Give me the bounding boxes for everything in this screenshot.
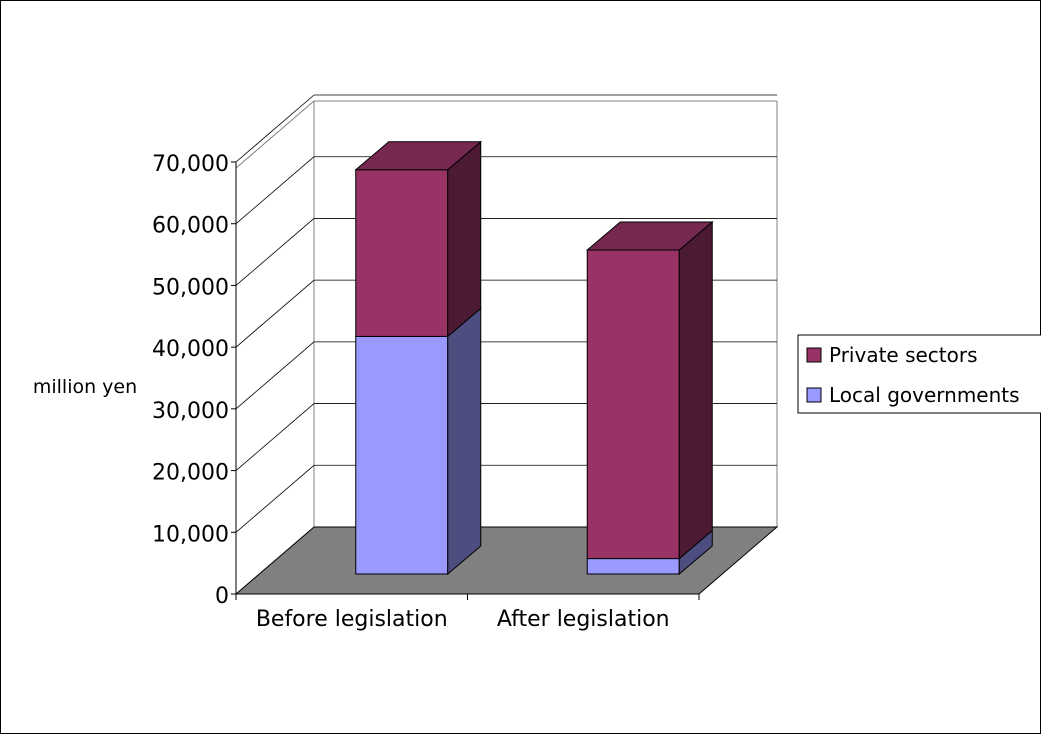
x-tick-label: After legislation bbox=[497, 607, 670, 632]
bar-top-0 bbox=[354, 141, 483, 171]
bars bbox=[354, 140, 714, 576]
legend-label-local: Local governments bbox=[829, 383, 1020, 407]
legend-swatch-private bbox=[806, 347, 822, 363]
gridline-side bbox=[235, 94, 315, 163]
bar-top-1 bbox=[585, 221, 714, 251]
chart-walls bbox=[235, 100, 778, 527]
gridline-side bbox=[235, 403, 315, 471]
gridline-side bbox=[235, 218, 315, 286]
y-tick-label: 40,000 bbox=[152, 337, 229, 362]
bar-front-0-0 bbox=[355, 335, 449, 575]
y-axis-label: million yen bbox=[33, 376, 137, 398]
legend: Private sectors Local governments bbox=[797, 334, 1041, 414]
legend-label-private: Private sectors bbox=[829, 343, 978, 367]
gridline-side bbox=[235, 341, 315, 410]
bar-front-1-0 bbox=[355, 169, 449, 337]
axes: 0 10,000 20,000 30,000 40,000 50,000 60,000 70,… bbox=[152, 152, 700, 632]
y-tick-label: 60,000 bbox=[152, 214, 229, 239]
bar-front-1-1 bbox=[586, 249, 680, 560]
y-tick-label: 50,000 bbox=[152, 275, 229, 300]
bar-side-1-0 bbox=[447, 140, 482, 338]
gridline-side bbox=[235, 464, 315, 533]
y-tick-label: 20,000 bbox=[152, 461, 229, 486]
y-tick-label: 30,000 bbox=[152, 399, 229, 424]
side-wall-top-edge bbox=[235, 100, 315, 169]
y-tick-label: 10,000 bbox=[152, 522, 229, 547]
bar-side-1-1 bbox=[678, 220, 713, 560]
bar-side-0-0 bbox=[447, 307, 482, 576]
legend-swatch-local bbox=[806, 387, 822, 403]
legend-box bbox=[797, 334, 1041, 414]
y-tick-label: 70,000 bbox=[152, 152, 229, 177]
gridline-side bbox=[235, 156, 315, 225]
bar-front-0-1 bbox=[586, 558, 680, 575]
gridline-side bbox=[235, 279, 315, 348]
y-tick-label: 0 bbox=[215, 584, 229, 609]
x-tick-label: Before legislation bbox=[256, 607, 448, 632]
